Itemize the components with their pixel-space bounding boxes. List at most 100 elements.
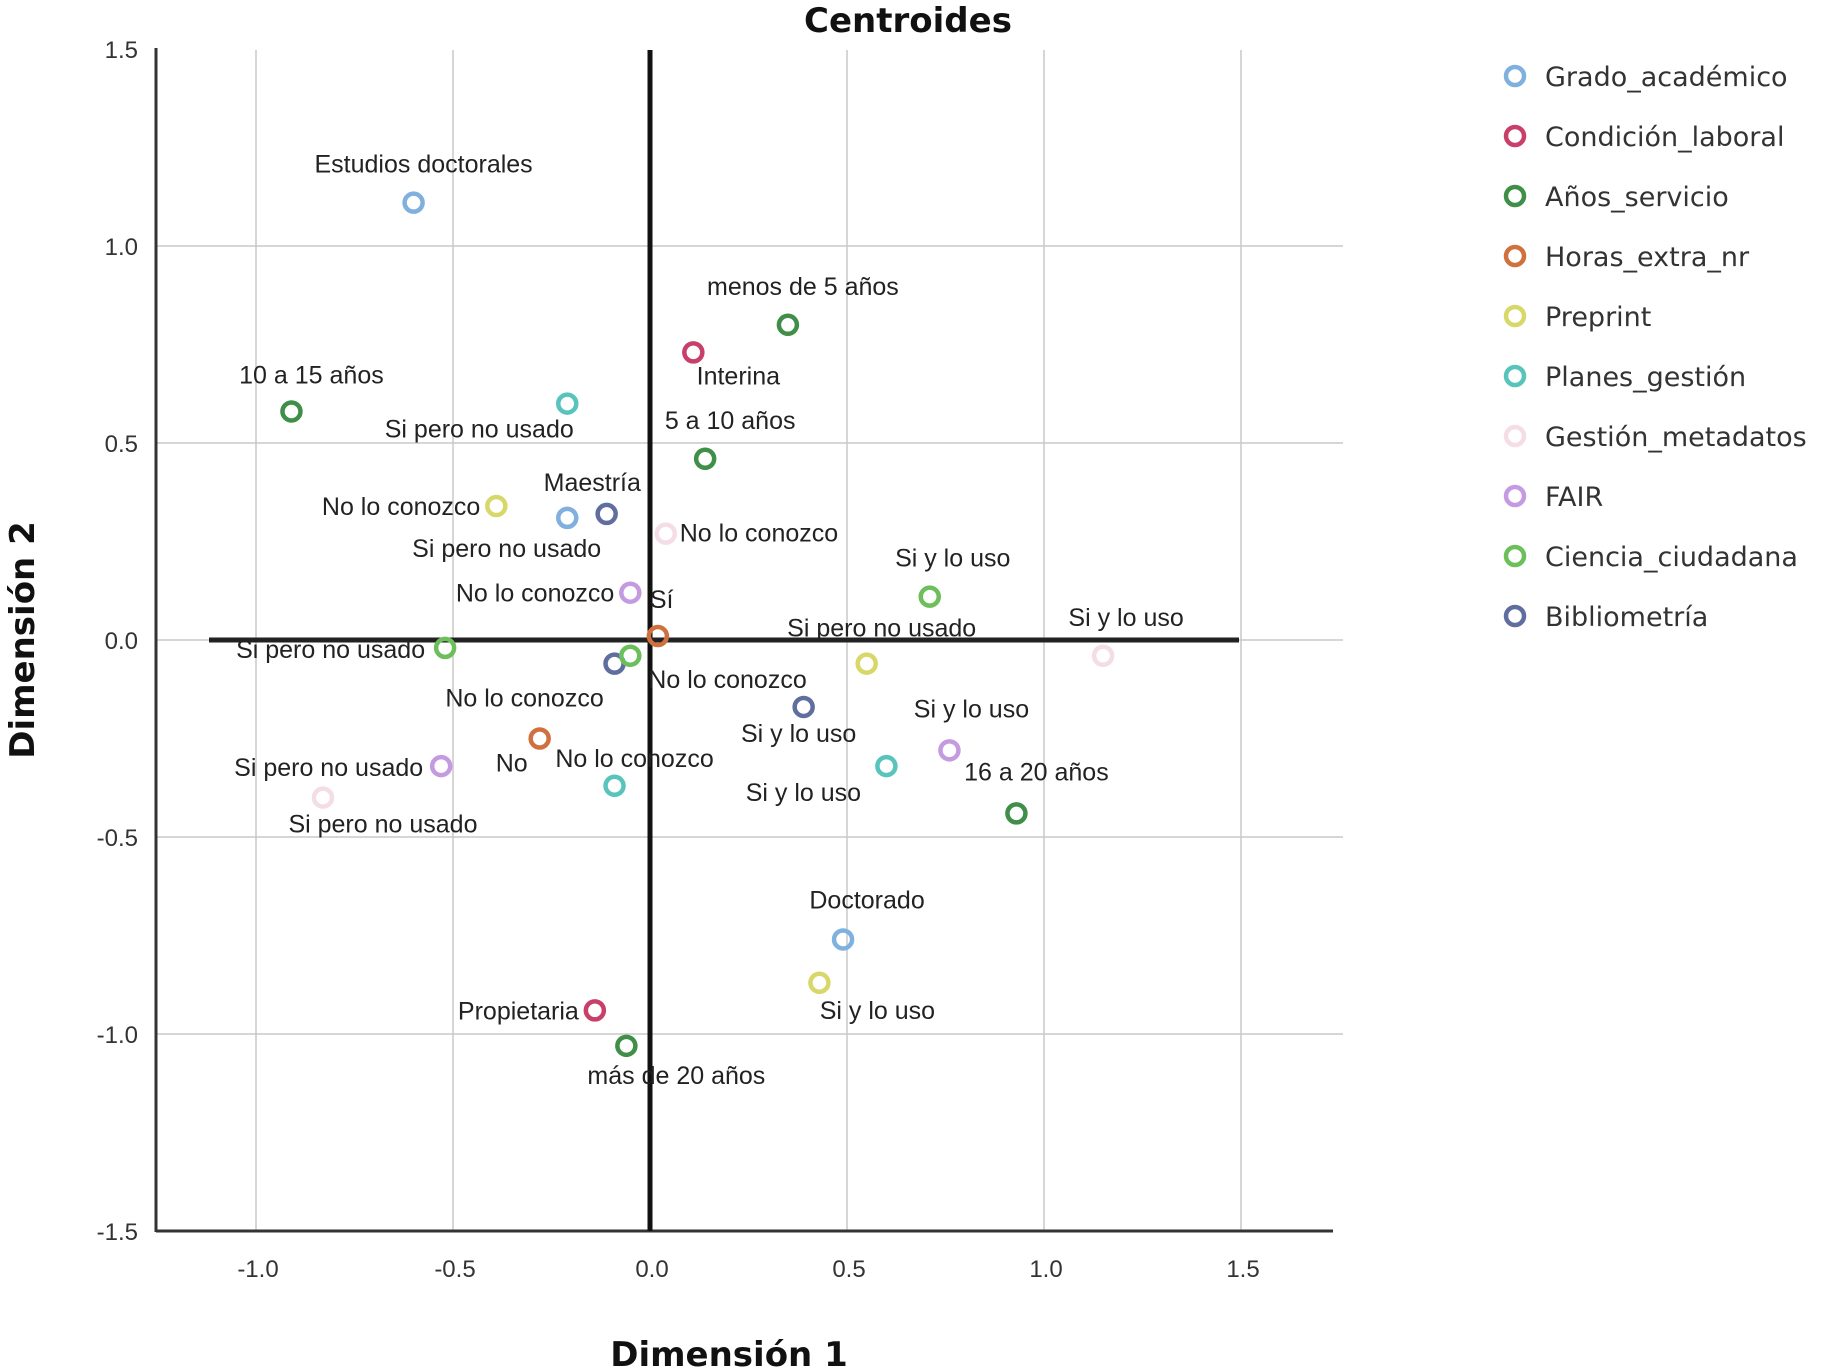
data-point (938, 739, 961, 762)
x-tick-label: 1.5 (1226, 1256, 1259, 1283)
legend-marker-icon (1503, 184, 1527, 208)
data-point (693, 447, 717, 471)
data-point (831, 928, 855, 951)
legend-item: Preprint (1503, 302, 1651, 333)
point-label: Si pero no usado (412, 535, 601, 563)
point-label: Si pero no usado (787, 615, 976, 643)
point-label: No lo conozco (456, 580, 614, 608)
legend-label: Condición_laboral (1545, 122, 1784, 153)
point-label: Propietaria (458, 997, 579, 1025)
legend-label: Ciencia_ciudadana (1545, 542, 1798, 573)
legend-label: Planes_gestión (1545, 362, 1746, 393)
point-label: Maestría (544, 469, 641, 497)
legend-item: FAIR (1503, 482, 1603, 513)
point-label: Si y lo uso (820, 997, 935, 1025)
data-point (556, 392, 579, 415)
legend-label: Grado_académico (1545, 62, 1788, 93)
legend-marker-icon (1503, 304, 1527, 328)
chart-title: Centroides (804, 1, 1012, 41)
data-point (402, 191, 425, 214)
point-label: No lo conozco (680, 520, 838, 548)
legend-marker-icon (1503, 64, 1527, 88)
legend-item: Planes_gestión (1503, 362, 1746, 393)
point-label: Si pero no usado (288, 811, 477, 839)
data-point (429, 754, 453, 778)
y-tick-label: 0.0 (105, 628, 138, 655)
axes (154, 48, 1333, 1233)
point-label: Si y lo uso (914, 695, 1029, 723)
data-point (808, 971, 831, 995)
y-tick-label: 1.5 (105, 37, 138, 64)
legend-marker-icon (1503, 244, 1527, 268)
gridlines (156, 50, 1343, 1231)
point-label: Estudios doctorales (315, 151, 533, 179)
y-tick-label: -1.5 (97, 1219, 138, 1246)
data-point (682, 341, 705, 364)
y-axis-title: Dimensión 2 (3, 521, 43, 759)
data-point (583, 999, 607, 1022)
legend-marker-icon (1503, 604, 1527, 628)
y-tick-label: -1.0 (97, 1022, 138, 1049)
x-tick-label: -1.0 (237, 1256, 278, 1283)
legend-item: Grado_académico (1503, 62, 1788, 93)
data-points (280, 191, 1115, 1058)
point-label: Si y lo uso (1068, 604, 1183, 632)
point-label: Doctorado (809, 886, 924, 914)
data-point (855, 652, 878, 675)
x-tick-label: 1.0 (1029, 1256, 1062, 1283)
point-label: No lo conozco (445, 685, 603, 713)
x-tick-label: 0.5 (832, 1256, 865, 1283)
data-point (654, 522, 678, 545)
legend-label: Preprint (1545, 302, 1651, 333)
point-label: No lo conozco (322, 493, 480, 521)
data-point (619, 581, 642, 604)
point-label: Si y lo uso (895, 545, 1010, 573)
x-tick-label: -0.5 (434, 1256, 475, 1283)
legend-label: Años_servicio (1545, 182, 1729, 213)
legend-label: Gestión_metadatos (1545, 422, 1807, 453)
data-point (311, 786, 335, 809)
legend-item: Gestión_metadatos (1503, 422, 1807, 453)
point-label: 16 a 20 años (964, 758, 1109, 786)
data-point (875, 754, 898, 778)
point-label: Si y lo uso (746, 779, 861, 807)
data-point (646, 624, 670, 648)
point-label: No lo conozco (555, 745, 713, 773)
legend-marker-icon (1503, 364, 1527, 388)
data-point (776, 313, 800, 337)
data-point (485, 494, 508, 518)
data-point (280, 400, 303, 423)
legend-marker-icon (1503, 544, 1527, 568)
data-point (603, 774, 626, 798)
point-label: 5 a 10 años (665, 407, 796, 435)
legend-marker-icon (1503, 484, 1527, 508)
y-tick-label: -0.5 (97, 825, 138, 852)
x-tick-label: 0.0 (635, 1256, 668, 1283)
point-label: No lo conozco (648, 666, 806, 694)
legend: Grado_académico Condición_laboral Años_ser… (1503, 62, 1807, 633)
legend-item: Condición_laboral (1503, 122, 1784, 153)
data-point (556, 506, 579, 530)
data-point (433, 636, 457, 660)
data-point (615, 1034, 638, 1058)
y-tick-label: 0.5 (105, 431, 138, 458)
point-label: Sí (650, 586, 674, 614)
legend-item: Bibliometría (1503, 602, 1708, 633)
legend-marker-icon (1503, 424, 1527, 448)
point-label: No (496, 750, 528, 778)
point-label: 10 a 15 años (239, 361, 384, 389)
data-point (1091, 644, 1115, 668)
point-label: más de 20 años (587, 1062, 765, 1090)
point-label: Interina (697, 362, 780, 390)
point-label: Si pero no usado (385, 416, 574, 444)
data-point (918, 585, 941, 608)
x-axis-title: Dimensión 1 (610, 1335, 848, 1371)
data-point (792, 695, 815, 719)
point-label: Si y lo uso (741, 720, 856, 748)
y-tick-label: 1.0 (105, 234, 138, 261)
legend-label: Bibliometría (1545, 602, 1708, 633)
point-label: Si pero no usado (236, 636, 425, 664)
legend-item: Años_servicio (1503, 182, 1729, 213)
legend-item: Horas_extra_nr (1503, 242, 1750, 273)
